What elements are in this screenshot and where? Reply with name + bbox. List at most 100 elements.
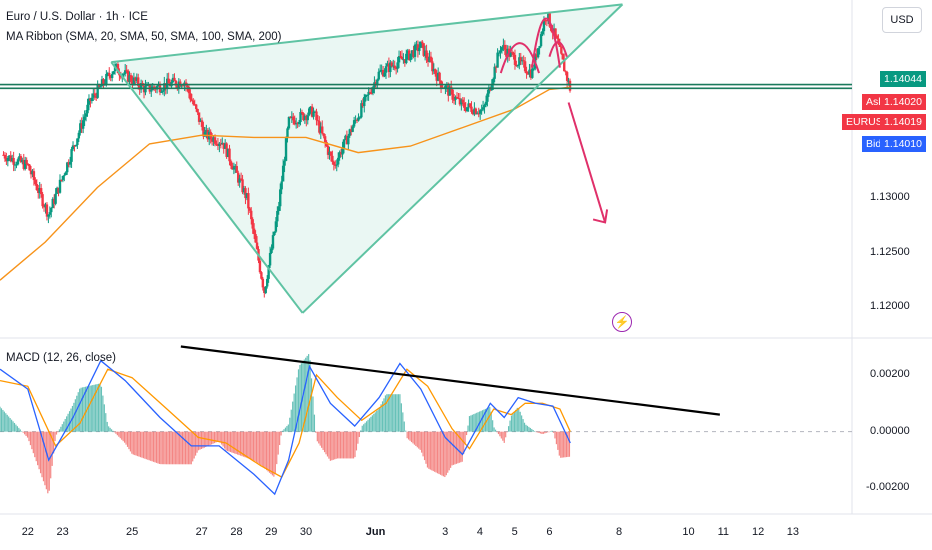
candle-body	[492, 78, 495, 85]
candle-body	[476, 113, 479, 115]
macd-histogram-bar	[332, 431, 334, 460]
candle-body	[268, 252, 272, 266]
candle-body	[180, 85, 183, 87]
macd-histogram-bar	[348, 431, 350, 459]
macd-histogram-bar	[428, 431, 430, 469]
currency-button[interactable]: USD	[882, 7, 922, 33]
candle-body	[336, 157, 340, 165]
macd-histogram-bar	[523, 422, 526, 432]
candle-body	[516, 65, 520, 67]
macd-histogram-bar	[50, 431, 52, 479]
macd-histogram-bar	[473, 414, 475, 432]
macd-histogram-bar	[105, 413, 107, 432]
macd-histogram-bar	[287, 424, 289, 432]
candle-body	[38, 188, 41, 194]
macd-histogram-bar	[179, 431, 181, 465]
macd-histogram-bar	[55, 431, 58, 435]
macd-histogram-bar	[134, 431, 136, 456]
macd-histogram-bar	[74, 399, 76, 432]
candle-body	[560, 46, 563, 54]
candle-body	[305, 116, 308, 121]
macd-histogram-bar	[396, 394, 398, 432]
macd-histogram-bar	[255, 431, 258, 463]
macd-histogram-bar	[313, 414, 316, 432]
candle-body	[37, 190, 40, 194]
macd-histogram-bar	[283, 429, 285, 432]
last-price-tag: 1.14044	[880, 71, 926, 87]
macd-histogram-bar	[239, 431, 242, 456]
candle-body	[355, 119, 359, 121]
macd-histogram-bar	[292, 401, 294, 432]
candle-body	[129, 75, 133, 82]
macd-histogram-bar	[110, 429, 113, 432]
macd-histogram-bar	[323, 431, 326, 453]
macd-histogram-bar	[548, 431, 550, 433]
macd-histogram-bar	[322, 431, 324, 450]
candle-body	[467, 103, 470, 108]
candle-body	[300, 111, 304, 113]
candle-body	[447, 85, 450, 96]
candle-body	[512, 52, 515, 55]
candle-body	[19, 156, 23, 163]
candle-body	[92, 93, 95, 98]
macd-histogram-bar	[318, 431, 320, 444]
macd-histogram-bar	[64, 418, 66, 432]
macd-histogram-bar	[68, 411, 71, 432]
macd-histogram-bar	[460, 431, 462, 463]
macd-histogram-bar	[365, 421, 368, 432]
macd-histogram-bar	[28, 431, 30, 442]
macd-histogram-bar	[457, 431, 459, 464]
macd-histogram-bar	[534, 431, 536, 432]
macd-histogram-bar	[171, 431, 174, 465]
macd-histogram-bar	[305, 357, 307, 432]
candle-body	[96, 84, 99, 98]
macd-histogram-bar	[0, 408, 3, 432]
candle-body	[50, 208, 53, 213]
macd-histogram-bar	[412, 431, 414, 444]
candle-body	[280, 181, 283, 190]
macd-histogram-bar	[544, 431, 546, 434]
candle-body	[199, 120, 202, 122]
macd-histogram-bar	[135, 431, 137, 456]
candle-body	[407, 50, 411, 61]
candle-body	[228, 148, 231, 162]
macd-tick-label: -0.00200	[866, 481, 910, 494]
candle-body	[90, 97, 94, 102]
macd-histogram-bar	[247, 431, 249, 459]
candle-body	[210, 138, 214, 142]
candle-body	[541, 31, 544, 35]
candle-body	[347, 135, 350, 145]
macd-histogram-bar	[263, 431, 265, 468]
macd-histogram-bar	[379, 407, 381, 432]
macd-histogram-bar	[271, 431, 274, 476]
candle-body	[384, 66, 388, 73]
right-shoulder-arc	[548, 40, 568, 57]
candle-body	[109, 75, 112, 79]
macd-histogram-bar	[444, 431, 446, 478]
candle-body	[260, 272, 263, 279]
candle-body	[351, 126, 354, 132]
macd-histogram-bar	[522, 419, 524, 432]
macd-histogram-bar	[439, 431, 442, 475]
macd-histogram-bar	[2, 409, 4, 432]
macd-histogram-bar	[281, 430, 284, 432]
macd-histogram-bar	[535, 431, 537, 433]
macd-histogram-bar	[158, 431, 160, 464]
candle-body	[212, 137, 215, 142]
candle-body	[357, 117, 360, 121]
candle-body	[554, 28, 557, 36]
candle-body	[44, 204, 47, 208]
candle-body	[64, 172, 67, 176]
lightning-icon[interactable]: ⚡	[612, 312, 632, 332]
candle-body	[26, 163, 30, 165]
macd-histogram-bar	[54, 431, 56, 442]
macd-histogram-bar	[326, 431, 329, 457]
macd-histogram-bar	[137, 431, 139, 457]
macd-histogram-bar	[15, 424, 17, 432]
candle-body	[203, 132, 207, 137]
macd-histogram-bar	[403, 421, 405, 432]
candle-body	[45, 204, 49, 217]
candle-body	[58, 179, 62, 193]
candle-body	[281, 165, 285, 182]
